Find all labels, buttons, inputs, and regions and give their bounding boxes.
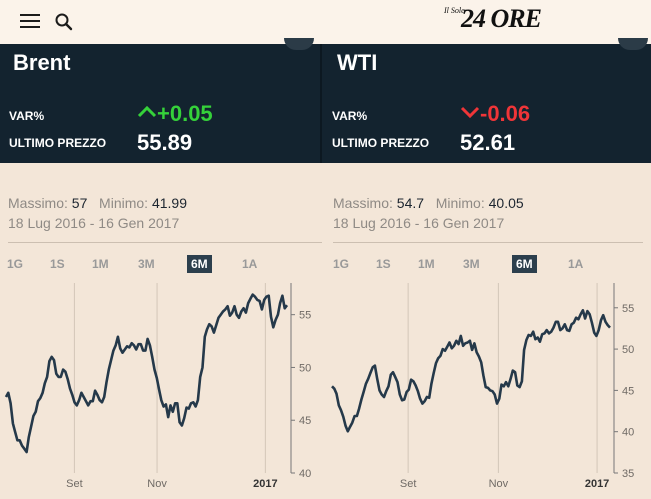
date-range: 18 Lug 2016 - 16 Gen 2017 bbox=[333, 215, 505, 231]
date-range: 18 Lug 2016 - 16 Gen 2017 bbox=[8, 215, 180, 231]
tab-1s[interactable]: 1S bbox=[50, 257, 65, 271]
min-label: Minimo: bbox=[99, 195, 149, 211]
max-min-stats: Massimo: 54.7 Minimo: 40.05 bbox=[333, 195, 524, 211]
var-label: VAR% bbox=[332, 109, 368, 123]
price-line bbox=[4, 293, 289, 454]
section-divider bbox=[8, 242, 322, 243]
tab-1m[interactable]: 1M bbox=[92, 257, 109, 271]
max-label: Massimo: bbox=[8, 195, 68, 211]
price-label: ULTIMO PREZZO bbox=[332, 136, 430, 150]
var-value: +0.05 bbox=[157, 101, 213, 126]
y-tick-label: 40 bbox=[622, 427, 634, 439]
hamburger-menu-icon[interactable] bbox=[20, 12, 40, 30]
min-label: Minimo: bbox=[435, 195, 485, 211]
x-tick-label: Nov bbox=[489, 478, 509, 490]
price-line bbox=[331, 308, 611, 433]
x-tick-label: Set bbox=[400, 478, 417, 490]
panel-divider bbox=[320, 44, 322, 163]
price-value: 52.61 bbox=[460, 130, 516, 155]
wti-quote-panel: WTI VAR% -0.06 ULTIMO PREZZO 52.61 bbox=[322, 38, 651, 163]
price-value: 55.89 bbox=[137, 130, 193, 155]
max-value: 57 bbox=[71, 195, 88, 211]
max-label: Massimo: bbox=[333, 195, 393, 211]
brand-small-text: Il Sole bbox=[444, 6, 465, 15]
price-label: ULTIMO PREZZO bbox=[9, 136, 107, 150]
tab-3m[interactable]: 3M bbox=[463, 257, 480, 271]
panel-tab-handle bbox=[284, 38, 314, 50]
tab-1m[interactable]: 1M bbox=[418, 257, 435, 271]
brand-logo[interactable]: Il Sole 24 ORE bbox=[444, 4, 554, 38]
y-tick-label: 45 bbox=[622, 385, 634, 397]
max-min-stats: Massimo: 57 Minimo: 41.99 bbox=[8, 195, 187, 211]
arrow-down-icon bbox=[460, 106, 480, 119]
brent-price-chart: Set Nov 2017 40 45 50 55 bbox=[4, 283, 311, 490]
x-tick-label: Nov bbox=[147, 478, 167, 490]
y-tick-label: 55 bbox=[622, 303, 634, 315]
commodity-name: Brent bbox=[13, 50, 71, 75]
var-label: VAR% bbox=[9, 109, 45, 123]
tab-6m[interactable]: 6M bbox=[512, 255, 537, 273]
var-value: -0.06 bbox=[480, 101, 531, 126]
x-tick-label: 2017 bbox=[253, 478, 277, 490]
y-tick-label: 40 bbox=[299, 468, 311, 480]
tab-1s[interactable]: 1S bbox=[376, 257, 391, 271]
tab-1g[interactable]: 1G bbox=[7, 257, 24, 271]
y-tick-label: 45 bbox=[299, 415, 311, 427]
y-tick-label: 50 bbox=[299, 362, 311, 374]
min-value: 40.05 bbox=[488, 195, 524, 211]
commodity-name: WTI bbox=[337, 50, 378, 75]
tab-1g[interactable]: 1G bbox=[333, 257, 350, 271]
tab-6m[interactable]: 6M bbox=[187, 255, 212, 273]
top-bar: Il Sole 24 ORE bbox=[0, 0, 651, 45]
y-tick-label: 35 bbox=[622, 468, 634, 480]
brent-quote-panel: Brent VAR% +0.05 ULTIMO PREZZO 55.89 bbox=[0, 38, 320, 163]
brand-big-text: 24 ORE bbox=[461, 4, 542, 33]
tab-1a[interactable]: 1A bbox=[568, 257, 584, 271]
arrow-up-icon bbox=[137, 105, 157, 118]
wti-price-chart: Set Nov 2017 35 40 45 50 55 bbox=[331, 283, 634, 490]
y-tick-label: 55 bbox=[299, 310, 311, 322]
max-value: 54.7 bbox=[396, 195, 425, 211]
panel-tab-handle bbox=[618, 38, 648, 50]
x-tick-label: 2017 bbox=[585, 478, 609, 490]
x-tick-label: Set bbox=[66, 478, 83, 490]
tab-3m[interactable]: 3M bbox=[138, 257, 155, 271]
search-icon[interactable] bbox=[54, 12, 74, 32]
tab-1a[interactable]: 1A bbox=[242, 257, 258, 271]
y-tick-label: 50 bbox=[622, 344, 634, 356]
min-value: 41.99 bbox=[151, 195, 187, 211]
section-divider bbox=[333, 242, 643, 243]
